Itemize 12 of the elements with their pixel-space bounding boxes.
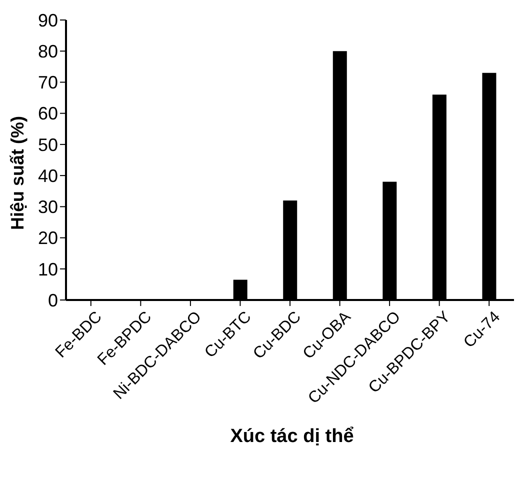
y-tick-label: 90	[38, 10, 58, 30]
y-tick-label: 80	[38, 42, 58, 62]
y-tick-label: 20	[38, 228, 58, 248]
y-axis-title: Hiệu suất (%)	[7, 116, 28, 230]
y-tick-label: 30	[38, 197, 58, 218]
y-tick-label: 60	[38, 104, 58, 124]
y-tick-label: 10	[38, 259, 58, 280]
y-tick-label: 50	[38, 134, 58, 155]
y-tick-label: 70	[38, 72, 58, 93]
x-axis-title: Xúc tác dị thể	[229, 426, 355, 448]
y-tick-label: 0	[48, 290, 58, 310]
y-tick-label: 40	[38, 166, 58, 186]
